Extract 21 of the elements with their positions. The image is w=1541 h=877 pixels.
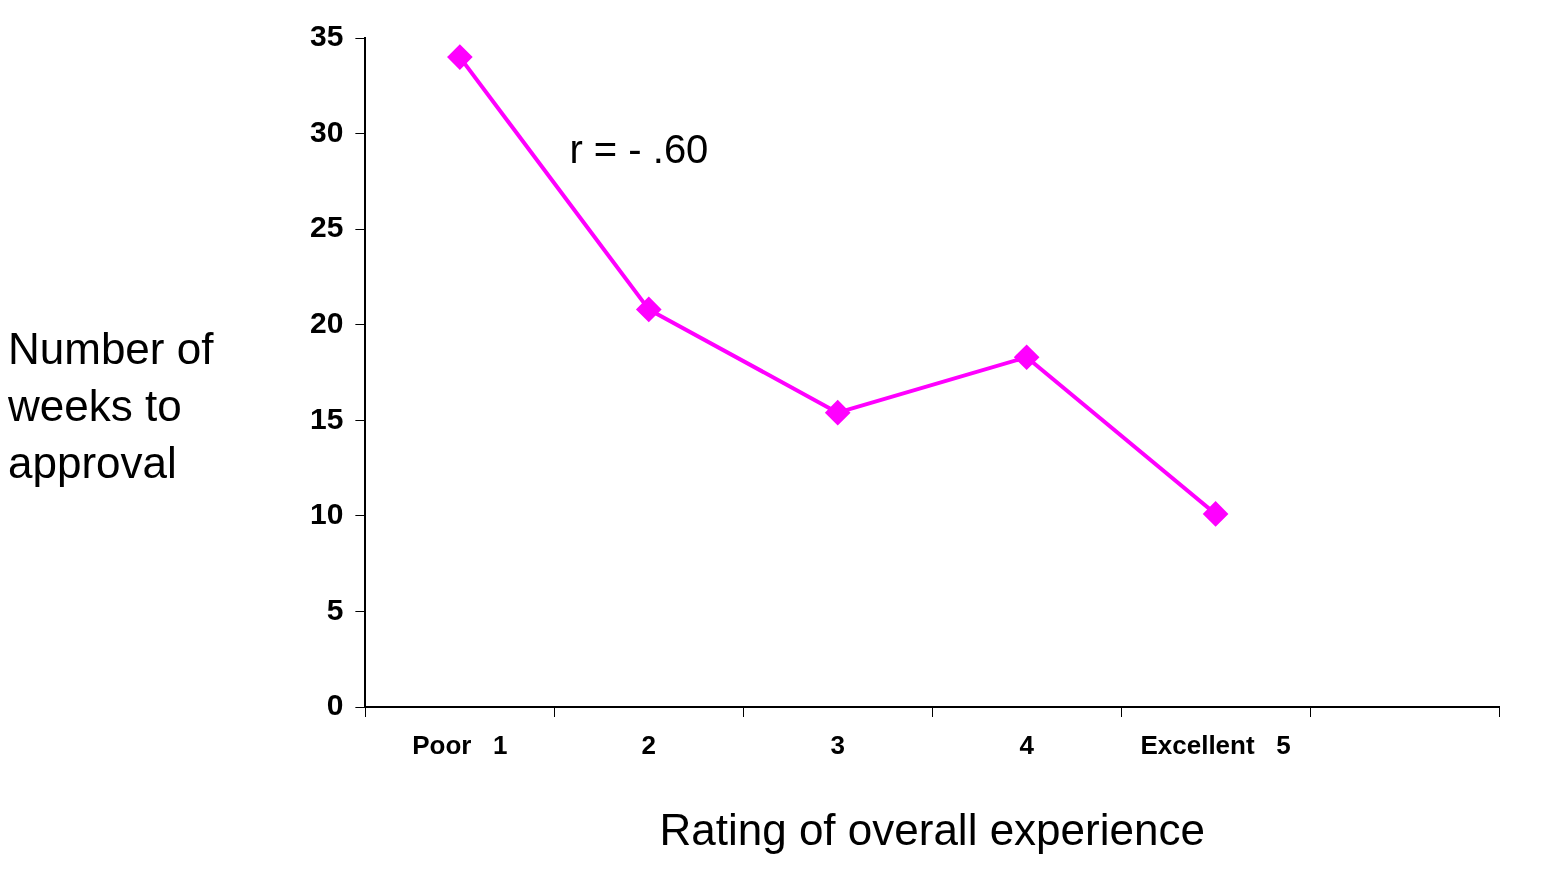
point — [447, 45, 472, 70]
y-tick-label: 30 — [309, 114, 344, 148]
point — [825, 400, 850, 425]
point — [636, 297, 661, 322]
y-axis-title: Number of weeks to approval — [8, 323, 215, 489]
y-tick-label: 0 — [326, 688, 344, 722]
point — [1203, 501, 1228, 526]
x-axis-title: Rating of overall experience — [659, 804, 1205, 854]
y-tick-label: 10 — [309, 497, 344, 531]
y-tick-label: 5 — [326, 592, 344, 626]
y-tick-label: 15 — [309, 401, 344, 435]
y-tick-label: 20 — [309, 305, 344, 339]
x-tick-label: Excellent 5 — [1140, 729, 1291, 760]
x-tick-label: 3 — [830, 729, 845, 760]
y-tick-label: 35 — [309, 19, 344, 53]
x-tick-label: 2 — [641, 729, 657, 760]
x-tick-label: Poor 1 — [412, 729, 508, 760]
y-tick-label: 25 — [309, 210, 344, 244]
annotation: r = - .60 — [569, 126, 709, 171]
point — [1014, 345, 1039, 370]
x-tick-label: 4 — [1019, 729, 1035, 760]
